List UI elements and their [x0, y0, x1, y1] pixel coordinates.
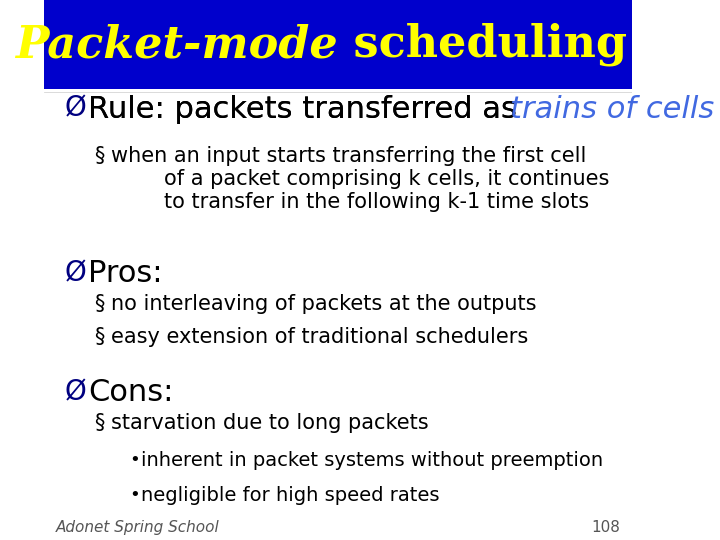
Text: starvation due to long packets: starvation due to long packets [112, 413, 429, 433]
FancyBboxPatch shape [44, 0, 631, 89]
Text: Ø: Ø [64, 378, 86, 406]
Text: inherent in packet systems without preemption: inherent in packet systems without preem… [140, 451, 603, 470]
Text: Rule: packets transferred as: Rule: packets transferred as [88, 94, 526, 124]
Text: trains of cells: trains of cells [510, 94, 714, 124]
Text: no interleaving of packets at the outputs: no interleaving of packets at the output… [112, 294, 537, 314]
Text: when an input starts transferring the first cell
        of a packet comprising : when an input starts transferring the fi… [112, 146, 610, 212]
Text: Adonet Spring School: Adonet Spring School [55, 519, 220, 535]
Text: Rule: packets transferred as: Rule: packets transferred as [88, 94, 526, 124]
Text: scheduling: scheduling [338, 23, 626, 66]
Text: Cons:: Cons: [88, 378, 174, 407]
Text: •: • [129, 486, 140, 504]
Text: §: § [94, 413, 104, 433]
Text: Pros:: Pros: [88, 259, 162, 288]
Text: negligible for high speed rates: negligible for high speed rates [140, 486, 439, 505]
Text: Packet-mode: Packet-mode [15, 23, 338, 66]
Text: §: § [94, 327, 104, 347]
Text: §: § [94, 294, 104, 314]
Text: §: § [94, 146, 104, 166]
Text: •: • [129, 451, 140, 469]
Text: easy extension of traditional schedulers: easy extension of traditional schedulers [112, 327, 528, 347]
Text: Ø: Ø [64, 259, 86, 287]
Text: Ø: Ø [64, 94, 86, 123]
Text: 108: 108 [591, 519, 620, 535]
